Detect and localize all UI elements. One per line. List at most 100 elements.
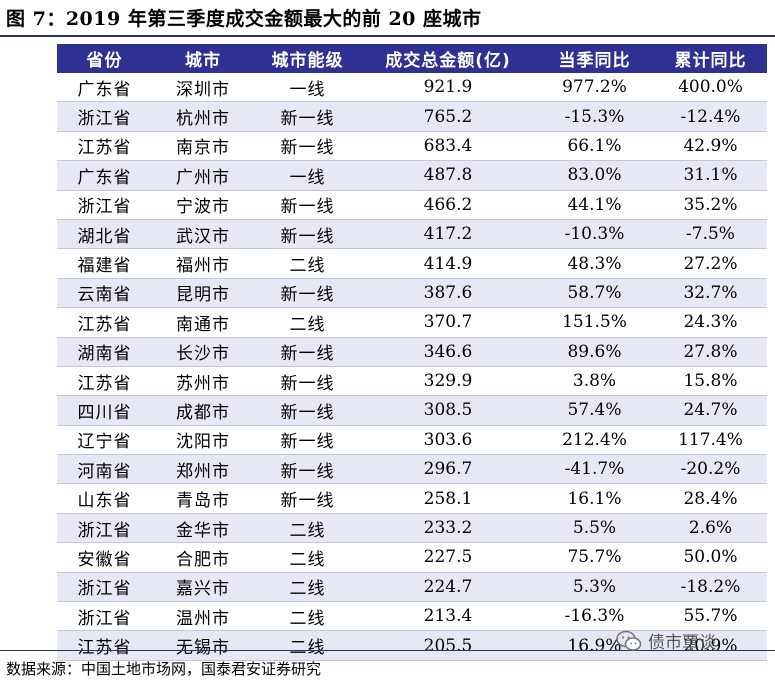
cell-total-amount: 466.2 (361, 190, 535, 220)
header-city-tier: 城市能级 (254, 44, 361, 73)
cell-total-amount: 765.2 (361, 101, 535, 132)
cell-total-amount: 921.9 (361, 73, 535, 103)
cell-cumulative-yoy: 117.4% (654, 425, 767, 456)
cell-city: 嘉兴市 (152, 572, 254, 603)
cell-province: 浙江省 (57, 513, 152, 544)
table-row: 四川省 成都市 新一线 308.5 57.4% 24.7% (57, 395, 767, 426)
cell-city-tier: 新一线 (254, 366, 361, 397)
cell-city: 金华市 (152, 513, 254, 544)
cell-city-tier: 新一线 (254, 454, 361, 485)
table-row: 浙江省 温州市 二线 213.4 -16.3% 55.7% (57, 601, 767, 632)
cell-city-tier: 一线 (254, 160, 361, 191)
data-table: 省份 城市 城市能级 成交总金额(亿) 当季同比 累计同比 广东省 深圳市 一线 92… (57, 44, 767, 661)
cell-city-tier: 新一线 (254, 219, 361, 250)
header-province: 省份 (57, 44, 152, 73)
cell-city-tier: 新一线 (254, 395, 361, 426)
cell-city: 宁波市 (152, 190, 254, 220)
cell-total-amount: 387.6 (361, 278, 535, 309)
cell-province: 广东省 (57, 73, 152, 103)
cell-cumulative-yoy: 2.6% (654, 513, 767, 544)
cell-quarter-yoy: -15.3% (535, 101, 654, 132)
cell-city-tier: 新一线 (254, 337, 361, 367)
cell-city: 南京市 (152, 131, 254, 162)
table-row: 山东省 青岛市 新一线 258.1 16.1% 28.4% (57, 483, 767, 514)
cell-quarter-yoy: 83.0% (535, 160, 654, 191)
cell-province: 江苏省 (57, 630, 152, 661)
cell-total-amount: 370.7 (361, 307, 535, 338)
cell-city: 沈阳市 (152, 425, 254, 456)
cell-province: 湖南省 (57, 337, 152, 367)
cell-province: 山东省 (57, 483, 152, 514)
cell-city: 长沙市 (152, 337, 254, 367)
table-row: 江苏省 苏州市 新一线 329.9 3.8% 15.8% (57, 366, 767, 397)
cell-city: 杭州市 (152, 101, 254, 132)
cell-quarter-yoy: -16.3% (535, 601, 654, 632)
cell-cumulative-yoy: 31.1% (654, 160, 767, 191)
cell-cumulative-yoy: -12.4% (654, 101, 767, 132)
cell-cumulative-yoy: 32.7% (654, 278, 767, 309)
cell-city: 福州市 (152, 248, 254, 279)
cell-quarter-yoy: 48.3% (535, 248, 654, 279)
table-row: 云南省 昆明市 新一线 387.6 58.7% 32.7% (57, 278, 767, 309)
table-row: 浙江省 金华市 二线 233.2 5.5% 2.6% (57, 513, 767, 544)
source-note: 数据来源：中国土地市场网，国泰君安证券研究 (6, 660, 322, 678)
cell-province: 安徽省 (57, 542, 152, 573)
cell-province: 福建省 (57, 248, 152, 279)
cell-total-amount: 683.4 (361, 131, 535, 162)
cell-quarter-yoy: 66.1% (535, 131, 654, 162)
cell-cumulative-yoy: -18.2% (654, 572, 767, 603)
cell-cumulative-yoy: 42.9% (654, 131, 767, 162)
cell-province: 四川省 (57, 395, 152, 426)
cell-province: 江苏省 (57, 366, 152, 397)
table-row: 江苏省 南通市 二线 370.7 151.5% 24.3% (57, 307, 767, 338)
table-bottom-rule (0, 650, 775, 651)
cell-quarter-yoy: 57.4% (535, 395, 654, 426)
cell-cumulative-yoy: 24.3% (654, 307, 767, 338)
cell-city: 苏州市 (152, 366, 254, 397)
cell-total-amount: 303.6 (361, 425, 535, 456)
table-row: 江苏省 南京市 新一线 683.4 66.1% 42.9% (57, 131, 767, 162)
cell-province: 浙江省 (57, 601, 152, 632)
cell-quarter-yoy: 75.7% (535, 542, 654, 573)
cell-cumulative-yoy: 55.7% (654, 601, 767, 632)
cell-total-amount: 308.5 (361, 395, 535, 426)
cell-city-tier: 二线 (254, 630, 361, 661)
table-row: 辽宁省 沈阳市 新一线 303.6 212.4% 117.4% (57, 425, 767, 456)
cell-city: 南通市 (152, 307, 254, 338)
cell-total-amount: 233.2 (361, 513, 535, 544)
cell-cumulative-yoy: 27.2% (654, 248, 767, 279)
cell-cumulative-yoy: 15.8% (654, 366, 767, 397)
watermark-text: 债市覃谈 (648, 633, 716, 653)
cell-cumulative-yoy: 50.0% (654, 542, 767, 573)
cell-city: 武汉市 (152, 219, 254, 250)
cell-total-amount: 296.7 (361, 454, 535, 485)
table-row: 浙江省 嘉兴市 二线 224.7 5.3% -18.2% (57, 572, 767, 603)
cell-cumulative-yoy: 24.7% (654, 395, 767, 426)
cell-total-amount: 205.5 (361, 630, 535, 661)
cell-city-tier: 新一线 (254, 190, 361, 220)
table-header-row: 省份 城市 城市能级 成交总金额(亿) 当季同比 累计同比 (57, 44, 767, 73)
cell-total-amount: 224.7 (361, 572, 535, 603)
table-row: 浙江省 宁波市 新一线 466.2 44.1% 35.2% (57, 190, 767, 220)
cell-cumulative-yoy: 28.4% (654, 483, 767, 514)
cell-quarter-yoy: 212.4% (535, 425, 654, 456)
cell-city-tier: 二线 (254, 572, 361, 603)
cell-quarter-yoy: -10.3% (535, 219, 654, 250)
cell-total-amount: 414.9 (361, 248, 535, 279)
cell-city-tier: 二线 (254, 307, 361, 338)
header-cumulative-yoy: 累计同比 (654, 44, 767, 73)
cell-quarter-yoy: 151.5% (535, 307, 654, 338)
cell-province: 浙江省 (57, 572, 152, 603)
cell-city: 合肥市 (152, 542, 254, 573)
cell-quarter-yoy: 5.3% (535, 572, 654, 603)
table-row: 广东省 广州市 一线 487.8 83.0% 31.1% (57, 160, 767, 191)
cell-city: 无锡市 (152, 630, 254, 661)
cell-quarter-yoy: 89.6% (535, 337, 654, 367)
table-row: 广东省 深圳市 一线 921.9 977.2% 400.0% (57, 73, 767, 103)
table-row: 河南省 郑州市 新一线 296.7 -41.7% -20.2% (57, 454, 767, 485)
table-row: 湖南省 长沙市 新一线 346.6 89.6% 27.8% (57, 337, 767, 367)
cell-city-tier: 二线 (254, 601, 361, 632)
cell-city: 郑州市 (152, 454, 254, 485)
cell-city-tier: 新一线 (254, 483, 361, 514)
cell-cumulative-yoy: -7.5% (654, 219, 767, 250)
